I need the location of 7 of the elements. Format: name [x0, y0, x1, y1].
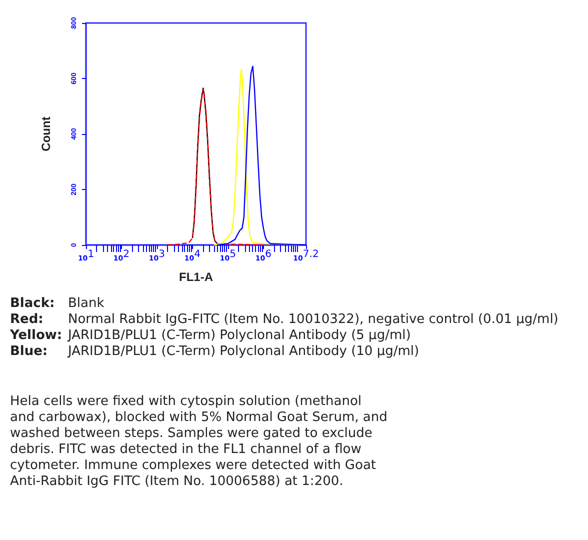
text: Yellow: JARID1B/PLU1 (C-Term) Polyclonal Antibody (5 µg/ml)	[10, 328, 411, 344]
x-axis-title: FL1-A	[179, 270, 214, 284]
text: Hela cells were fixed with cytospin solution (methanol and carbowax), blocked with 5% Normal Goat Serum, and washed between steps. Samples were gated to exclude debris. FITC was detected in the FL1 channel of a flow cytometer. Immune complexes were detected with Goat Anti-Rabbit IgG FITC (Item No. 10006588) at 1:200.	[10, 394, 388, 490]
y-axis-title: Count	[39, 116, 53, 152]
text: Black: Blank	[10, 296, 104, 312]
text: Blue: JARID1B/PLU1 (C-Term) Polyclonal Antibody (10 µg/ml)	[10, 344, 420, 359]
text: Red: Normal Rabbit IgG-FITC (Item No. 10010322), negative control (0.01 µg/ml)	[10, 312, 558, 327]
